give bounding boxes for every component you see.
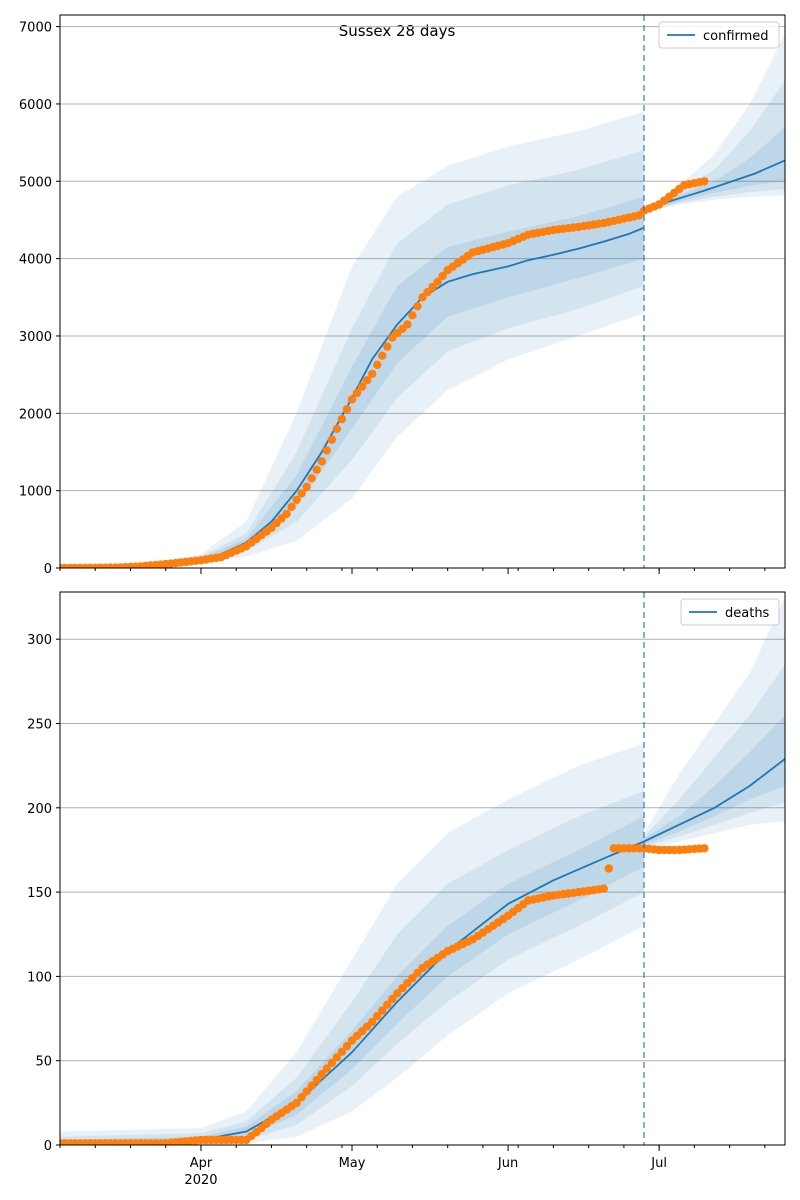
legend: deaths <box>680 598 780 626</box>
y-tick-label: 4000 <box>19 253 52 268</box>
uncertainty-band-outer <box>60 743 644 1145</box>
observed-point <box>368 369 377 379</box>
observed-point <box>408 311 417 320</box>
observed-point <box>604 864 613 873</box>
axes-frame <box>59 591 786 1146</box>
observed-point <box>362 376 372 385</box>
uncertainty-band-inner <box>60 196 644 568</box>
uncertainty-band-forecast-middle <box>644 664 785 847</box>
observed-point <box>302 482 311 491</box>
observed-point <box>428 282 437 292</box>
observed-point <box>438 271 447 281</box>
observed-point <box>357 382 367 391</box>
observed-point <box>433 277 442 286</box>
legend: confirmed <box>658 21 780 49</box>
series-line-deaths-forecast <box>643 758 785 843</box>
axes-frame <box>59 14 786 569</box>
observed-point <box>373 1012 382 1021</box>
observed-point <box>322 446 331 455</box>
observed-point <box>327 435 337 444</box>
uncertainty-band-forecast-middle <box>644 80 785 213</box>
observed-point <box>302 1087 311 1096</box>
observed-point <box>599 884 608 893</box>
plot-area <box>60 34 785 568</box>
y-tick-label: 7000 <box>19 21 52 36</box>
legend-box <box>658 21 780 49</box>
legend-label: deaths <box>725 606 770 621</box>
uncertainty-band-outer <box>60 111 644 568</box>
y-tick-label: 50 <box>35 1055 52 1070</box>
x-tick-label: Jul <box>650 1156 667 1171</box>
panel-confirmed: 0 1000 2000 3000 4000 5000 6000 7000 confirmed <box>19 14 786 577</box>
y-tick-label: 2000 <box>19 407 52 422</box>
observed-point <box>352 388 362 398</box>
uncertainty-band-forecast-inner <box>644 127 785 213</box>
observed-point <box>337 414 347 424</box>
uncertainty-band-inner <box>60 816 644 1145</box>
legend-label: confirmed <box>703 29 769 44</box>
chart-title: Sussex 28 days <box>339 22 456 40</box>
y-tick-label: 250 <box>27 718 52 733</box>
y-tick-label: 300 <box>27 633 52 648</box>
observed-point <box>373 360 382 369</box>
observed-point <box>297 489 306 498</box>
observed-point <box>342 1041 352 1051</box>
observed-point <box>322 1064 331 1073</box>
observed-point <box>282 509 291 519</box>
observed-point <box>312 465 321 474</box>
observed-point <box>332 1053 342 1062</box>
observed-point <box>378 1006 387 1015</box>
uncertainty-band-middle <box>60 790 644 1145</box>
y-tick-label: 0 <box>44 1139 52 1154</box>
observed-point <box>342 405 352 414</box>
x-axis-labels: 2020 Apr May Jun Jul <box>184 1156 667 1188</box>
uncertainty-band-middle <box>60 150 644 568</box>
panel-deaths: 0 50 100 150 200 250 300 deaths <box>27 591 786 1154</box>
y-tick-label: 3000 <box>19 330 52 345</box>
y-tick-label: 0 <box>44 562 52 577</box>
observed-point <box>307 474 316 483</box>
observed-point <box>383 1000 392 1009</box>
observed-point <box>388 994 397 1004</box>
y-tick-label: 200 <box>27 802 52 817</box>
observed-point <box>287 502 296 512</box>
observed-point <box>337 1047 347 1056</box>
observed-point <box>312 1075 321 1085</box>
x-tick-label: Apr <box>190 1156 213 1171</box>
x-tick-label: Jun <box>497 1156 518 1171</box>
y-tick-label: 5000 <box>19 175 52 190</box>
observed-point <box>347 395 357 404</box>
observed-point <box>423 287 432 297</box>
observed-point <box>332 424 342 433</box>
observed-point <box>297 1092 306 1102</box>
observed-point <box>307 1081 316 1090</box>
plot-area <box>60 597 785 1145</box>
observed-point <box>292 1098 301 1108</box>
observed-point <box>317 1070 326 1079</box>
observed-point <box>408 973 417 983</box>
x-tick-label: May <box>339 1156 366 1171</box>
y-tick-label: 100 <box>27 970 52 985</box>
observed-point <box>292 495 301 505</box>
observed-point <box>368 1017 377 1027</box>
observed-point <box>413 302 422 311</box>
y-tick-label: 6000 <box>19 98 52 113</box>
x-year-label: 2020 <box>184 1173 217 1188</box>
observed-point <box>378 351 387 360</box>
uncertainty-band-forecast-outer <box>644 34 785 213</box>
y-tick-label: 1000 <box>19 485 52 500</box>
observed-point <box>418 293 427 302</box>
legend-box <box>680 598 780 626</box>
observed-point <box>700 177 709 186</box>
observed-point <box>393 989 402 998</box>
observed-point <box>327 1058 337 1068</box>
observed-point <box>700 844 709 853</box>
observed-point <box>317 457 326 466</box>
observed-point <box>383 342 392 351</box>
observed-point <box>403 320 412 329</box>
y-tick-label: 150 <box>27 886 52 901</box>
